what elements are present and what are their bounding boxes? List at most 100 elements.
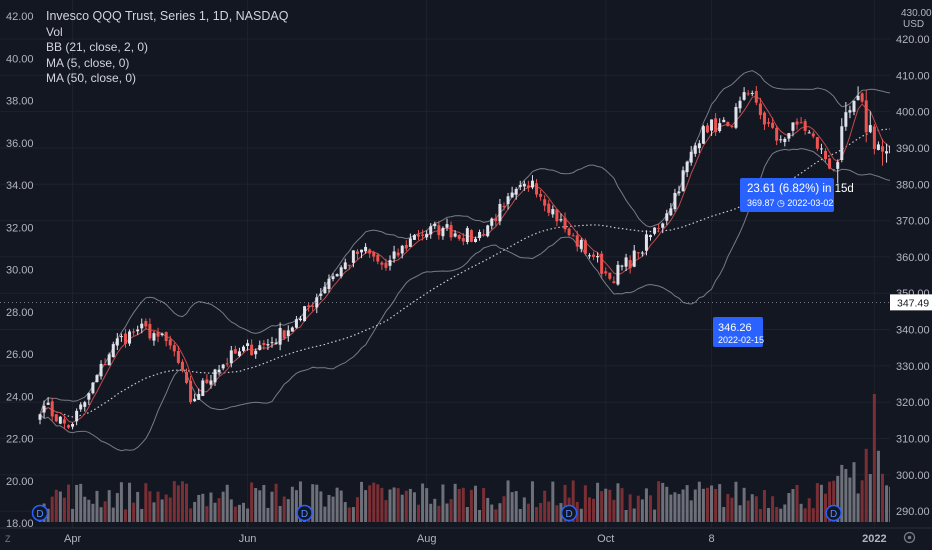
- volume-bar: [115, 493, 119, 522]
- indicator-ma50[interactable]: MA (50, close, 0): [46, 71, 137, 85]
- dividend-marker-label: D: [830, 509, 837, 520]
- volume-bar: [417, 504, 421, 522]
- left-tick-label: 22.00: [6, 434, 34, 446]
- candle-body: [620, 265, 624, 267]
- volume-bar: [714, 488, 718, 522]
- candle-body: [726, 121, 730, 127]
- candle-body: [795, 121, 799, 125]
- currency-label[interactable]: USD: [903, 19, 925, 30]
- candle-body: [828, 158, 832, 169]
- right-tick-label: 380.00: [896, 179, 930, 191]
- projection-change-box: [740, 178, 834, 212]
- volume-bar: [156, 491, 160, 522]
- time-tick-label: Jun: [239, 533, 257, 545]
- volume-bar: [685, 485, 689, 522]
- volume-bar: [628, 494, 632, 522]
- candle-body: [172, 345, 176, 352]
- volume-bar: [380, 487, 384, 522]
- volume-bar: [697, 481, 701, 522]
- indicator-ma5[interactable]: MA (5, close, 0): [46, 55, 130, 70]
- volume-bar: [783, 504, 787, 522]
- volume-bar: [681, 489, 685, 522]
- candle-body: [799, 122, 803, 124]
- candle-body: [722, 119, 726, 123]
- projection-tool[interactable]: 23.61 (6.82%) in 15d 369.87 ◷ 2022-03-02 3…: [713, 178, 932, 347]
- candle-body: [596, 256, 600, 258]
- volume-bar: [433, 498, 437, 522]
- candle-body: [233, 349, 237, 354]
- axis-top-value: 430.00: [901, 8, 932, 19]
- candle-body: [156, 332, 160, 337]
- volume-bar: [233, 506, 237, 522]
- candle-body: [404, 244, 408, 249]
- candle-body: [824, 150, 828, 160]
- candle-body: [311, 305, 315, 307]
- time-tick-label: Aug: [417, 533, 437, 545]
- volume-bar: [111, 507, 115, 522]
- volume-bar: [343, 502, 347, 522]
- candle-body: [286, 330, 290, 337]
- candle-body: [217, 369, 221, 373]
- volume-bar: [376, 484, 380, 522]
- candle-body: [775, 127, 779, 141]
- volume-bar: [465, 507, 469, 522]
- candle-body: [42, 405, 46, 413]
- volume-bar: [355, 497, 359, 522]
- last-price-badge: [890, 294, 932, 311]
- volume-bar: [457, 488, 461, 522]
- candle-body: [807, 132, 811, 134]
- candle-body: [685, 161, 689, 173]
- volume-bar: [180, 481, 184, 522]
- projection-change-label: 23.61 (6.82%) in 15d: [747, 183, 854, 195]
- volume-bar: [506, 480, 510, 522]
- last-price-label: 347.49: [897, 297, 929, 309]
- volume-bar: [197, 494, 201, 522]
- candle-body: [518, 185, 522, 187]
- candle-body: [38, 414, 42, 420]
- volume-bar: [620, 488, 624, 522]
- volume-bar: [653, 509, 657, 522]
- candle-body: [294, 319, 298, 328]
- volume-bar: [242, 502, 245, 522]
- indicator-vol[interactable]: Vol: [46, 24, 63, 39]
- candle-body: [624, 257, 628, 267]
- candle-body: [229, 350, 233, 364]
- right-price-axis[interactable]: 290.00300.00310.00320.00330.00340.00350.…: [0, 0, 932, 528]
- time-axis[interactable]: AprJunAugOct82022MarApr: [0, 527, 932, 550]
- candle-body: [258, 345, 262, 350]
- candle-body: [803, 121, 807, 131]
- volume-bar: [787, 493, 791, 522]
- right-tick-label: 390.00: [896, 143, 930, 155]
- volume-bar: [791, 489, 795, 522]
- time-tick-label: 2022: [862, 533, 886, 545]
- volume-bar: [726, 493, 730, 522]
- volume-bar: [811, 508, 815, 522]
- volume-bar: [486, 497, 490, 522]
- volume-bar: [364, 490, 368, 522]
- volume-bar: [767, 507, 771, 522]
- volume-bar: [836, 475, 840, 522]
- volume-bar: [396, 488, 400, 522]
- candle-body: [746, 93, 750, 95]
- candle-body: [473, 238, 477, 243]
- volume-bar: [246, 508, 250, 522]
- volume-bar: [388, 489, 392, 522]
- candle-body: [612, 281, 616, 284]
- candle-body: [563, 217, 567, 230]
- volume-bar: [372, 482, 376, 522]
- candle-body: [498, 203, 502, 222]
- volume-bar: [360, 481, 364, 522]
- candle-body: [360, 249, 364, 253]
- volume-bar: [103, 501, 107, 522]
- candle-body: [628, 260, 632, 269]
- candle-body: [364, 246, 368, 252]
- candle-body: [522, 183, 526, 187]
- indicator-bb[interactable]: BB (21, close, 2, 0): [46, 40, 149, 54]
- candle-body: [119, 336, 123, 338]
- volume-bar: [107, 490, 111, 522]
- symbol-title[interactable]: Invesco QQQ Trust, Series 1, 1D, NASDAQ: [46, 9, 289, 23]
- settings-gear-icon[interactable]: [903, 531, 916, 544]
- volume-bar: [779, 508, 783, 522]
